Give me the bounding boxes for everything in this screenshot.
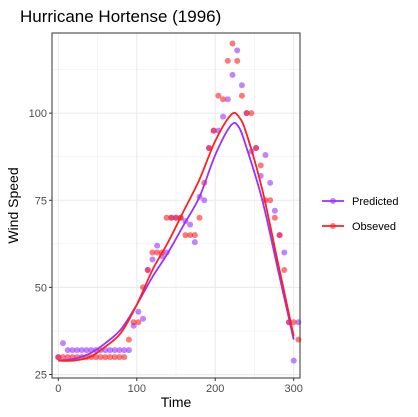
data-point-obseved — [130, 319, 137, 326]
data-point-predicted — [234, 47, 241, 54]
data-point-obseved — [97, 354, 104, 361]
legend-key-point-obseved — [330, 223, 336, 229]
data-point-predicted — [140, 315, 147, 322]
data-point-obseved — [144, 266, 151, 273]
plot-border — [51, 32, 301, 379]
data-point-predicted — [121, 347, 128, 354]
data-point-obseved — [243, 110, 250, 117]
data-point-predicted — [111, 347, 118, 354]
data-point-obseved — [215, 92, 222, 99]
data-point-obseved — [154, 249, 161, 256]
data-point-predicted — [116, 347, 123, 354]
y-axis-title: Wind Speed — [5, 167, 21, 243]
data-point-obseved — [257, 162, 264, 169]
data-point-predicted — [281, 249, 288, 256]
data-point-obseved — [116, 354, 123, 361]
y-tick-label: 100 — [29, 108, 47, 120]
data-point-obseved — [248, 110, 255, 117]
data-point-obseved — [229, 40, 236, 47]
data-point-predicted — [290, 357, 297, 364]
x-tick-label: 0 — [55, 383, 61, 395]
data-point-obseved — [205, 145, 212, 151]
data-point-obseved — [64, 354, 71, 361]
data-point-obseved — [55, 354, 62, 361]
data-point-obseved — [290, 319, 297, 326]
data-point-obseved — [92, 354, 99, 361]
data-point-obseved — [295, 336, 302, 343]
data-point-obseved — [168, 214, 175, 221]
data-point-predicted — [229, 71, 236, 78]
data-point-obseved — [271, 214, 278, 221]
data-point-obseved — [210, 127, 217, 134]
data-point-predicted — [69, 347, 76, 354]
data-point-obseved — [59, 354, 66, 361]
data-point-obseved — [281, 266, 288, 273]
data-points — [55, 40, 302, 364]
data-point-predicted — [74, 347, 81, 354]
data-point-predicted — [271, 207, 278, 214]
data-point-predicted — [191, 239, 198, 246]
x-tick-label: 100 — [128, 383, 146, 395]
legend: Predicted Obseved — [322, 196, 398, 233]
data-point-predicted — [224, 96, 231, 103]
data-point-obseved — [267, 197, 274, 204]
data-point-obseved — [196, 214, 203, 221]
data-point-predicted — [187, 221, 194, 228]
data-point-obseved — [135, 319, 142, 326]
data-point-obseved — [125, 336, 132, 343]
data-point-obseved — [187, 232, 194, 239]
legend-key-point-predicted — [330, 198, 336, 204]
data-point-predicted — [125, 347, 132, 354]
data-point-obseved — [111, 354, 118, 361]
data-point-predicted — [220, 113, 227, 120]
data-point-predicted — [149, 256, 156, 263]
data-point-predicted — [262, 151, 269, 158]
legend-label-obseved: Obseved — [352, 221, 396, 233]
data-point-obseved — [173, 214, 179, 221]
data-point-obseved — [220, 96, 227, 103]
data-point-predicted — [59, 340, 66, 347]
data-point-obseved — [163, 214, 170, 221]
data-point-predicted — [107, 347, 114, 354]
data-point-obseved — [102, 354, 109, 361]
data-point-obseved — [238, 92, 245, 99]
y-tick-label: 25 — [35, 370, 47, 382]
data-point-predicted — [64, 347, 71, 354]
data-point-predicted — [238, 82, 245, 89]
data-point-obseved — [121, 354, 128, 361]
data-point-obseved — [234, 57, 241, 64]
data-point-obseved — [253, 145, 260, 151]
y-tick-label: 75 — [35, 195, 47, 207]
plot-panel: 0 100 200 300 25 50 75 100 — [29, 32, 303, 395]
data-point-obseved — [276, 232, 283, 239]
smooth-line-predicted — [58, 121, 295, 362]
x-axis-title: Time — [161, 394, 192, 410]
data-point-predicted — [154, 242, 161, 249]
data-point-obseved — [149, 249, 156, 256]
data-point-obseved — [182, 232, 189, 239]
chart-title: Hurricane Hortense (1996) — [20, 7, 221, 26]
data-point-obseved — [107, 354, 114, 361]
y-tick-label: 50 — [35, 282, 47, 294]
legend-label-predicted: Predicted — [352, 196, 398, 208]
smooth-lines — [58, 111, 295, 362]
data-point-predicted — [267, 179, 274, 186]
x-tick-label: 200 — [206, 383, 224, 395]
data-point-obseved — [191, 232, 198, 239]
data-point-predicted — [83, 347, 90, 354]
data-point-predicted — [135, 308, 142, 315]
data-point-predicted — [201, 197, 208, 204]
smooth-line-obseved — [58, 111, 295, 362]
axes: 0 100 200 300 25 50 75 100 — [29, 108, 303, 395]
x-tick-label: 300 — [285, 383, 303, 395]
data-point-obseved — [224, 57, 231, 64]
data-point-predicted — [78, 347, 85, 354]
